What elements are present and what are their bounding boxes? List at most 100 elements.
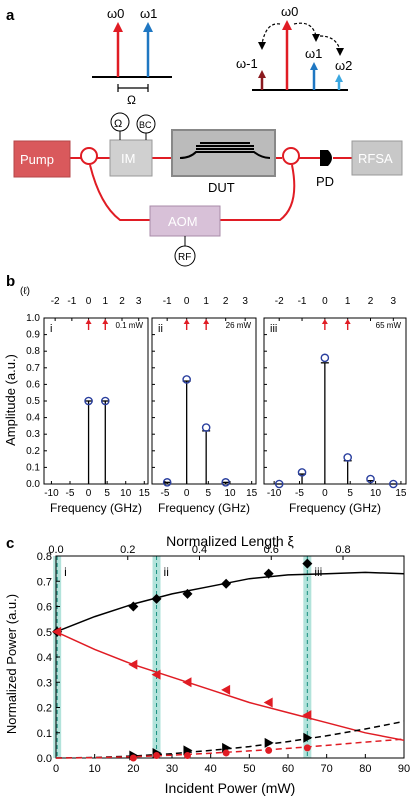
c-ytick-label: 0.8 (37, 551, 52, 563)
panel-c-ylabel: Normalized Power (a.u.) (4, 594, 19, 734)
c-top-tick-label: 0.6 (264, 544, 279, 556)
b-xtick-label: -10 (267, 488, 282, 499)
c-xtick-label: 40 (205, 763, 217, 775)
panel-b: b (ℓ) Amplitude (a.u.) 0.00.10.20.30.40.… (3, 273, 407, 515)
c-point (303, 732, 313, 743)
c-point (303, 744, 311, 752)
c-fit-line (55, 738, 405, 759)
b-top-tick-label: 1 (345, 296, 351, 307)
b-measured-point (84, 396, 93, 406)
pd-block (320, 150, 332, 166)
b-top-tick-label: 1 (203, 296, 209, 307)
c-point (264, 737, 274, 748)
spacing-label: Ω (127, 93, 136, 107)
b-top-tick-label: 2 (119, 296, 125, 307)
c-fit-line (55, 631, 405, 742)
b-top-tick-label: 1 (103, 296, 109, 307)
c-point (129, 754, 137, 762)
c-point (265, 746, 273, 754)
c-xtick-label: 20 (127, 763, 139, 775)
b-roman-label: i (50, 323, 52, 335)
spectrum-left: ω0 ω1 Ω (92, 6, 172, 107)
rfsa-block (351, 140, 403, 176)
b-power-label: 0.1 mW (115, 321, 143, 330)
c-point (151, 669, 161, 680)
c-ytick-label: 0.6 (37, 602, 52, 614)
b-power-label: 65 mW (376, 321, 402, 330)
dut-waveguide (179, 142, 271, 159)
c-point (302, 710, 312, 721)
panel-c-label: c (6, 535, 14, 552)
b-pump-arrowhead (203, 319, 210, 324)
b-xlabel: Frequency (GHz) (50, 501, 142, 515)
b-measured-point (366, 474, 375, 484)
b-xtick-label: 10 (224, 488, 236, 499)
b-ytick-label: 0.4 (26, 413, 40, 424)
b-ytick-label: 0.0 (26, 479, 40, 490)
c-marker-label: i (64, 565, 67, 579)
c-point (302, 558, 313, 569)
ell-label: (ℓ) (20, 286, 30, 297)
b-top-tick-label: 3 (242, 296, 248, 307)
c-point (128, 659, 138, 670)
b-xtick-label: -5 (66, 488, 75, 499)
b-top-tick-label: 0 (184, 296, 190, 307)
panel-a-label: a (6, 7, 15, 24)
b-frame (263, 317, 407, 485)
c-frame (55, 555, 405, 759)
im-block (109, 139, 153, 177)
b-top-tick-label: -1 (67, 296, 76, 307)
pump-block (13, 140, 71, 178)
b-top-tick-label: 2 (368, 296, 374, 307)
omega-source (110, 112, 130, 132)
b-top-tick-label: 3 (136, 296, 142, 307)
c-point (222, 749, 230, 757)
b-xlabel: Frequency (GHz) (289, 501, 381, 515)
panel-b-ylabel: Amplitude (a.u.) (3, 354, 18, 446)
c-marker-label: iii (314, 565, 322, 579)
c-xtick-label: 70 (321, 763, 333, 775)
b-top-tick-label: 0 (322, 296, 328, 307)
b-measured-point (274, 479, 284, 489)
c-xtick-label: 80 (359, 763, 371, 775)
c-xtick-label: 90 (398, 763, 410, 775)
b-top-tick-label: 2 (223, 296, 229, 307)
b-measured-point (182, 375, 191, 384)
b-xtick-label: 5 (206, 488, 212, 499)
c-point (128, 601, 139, 612)
b-xtick-label: 10 (120, 488, 132, 499)
b-top-tick-label: 3 (391, 296, 397, 307)
b-pump-arrowhead (321, 319, 328, 324)
b-ytick-label: 0.7 (26, 363, 40, 374)
b-xtick-label: 15 (139, 488, 151, 499)
c-xtick-label: 60 (282, 763, 294, 775)
c-point (182, 588, 193, 599)
c-xtick-label: 30 (166, 763, 178, 775)
pd-label: PD (316, 174, 334, 189)
c-point (182, 677, 192, 688)
b-xtick-label: 0 (86, 488, 92, 499)
b-measured-point (221, 478, 230, 487)
b-measured-point (320, 353, 330, 363)
rfsa-label: RFSA (358, 151, 393, 166)
rf-source-label: RF (178, 252, 191, 263)
c-top-tick-label: 0.4 (192, 544, 207, 556)
c-xtick-label: 50 (243, 763, 255, 775)
setup-diagram: Pump IM Ω BC DUT PD RFSA AOM RF (13, 112, 403, 267)
c-fit-line (55, 571, 405, 633)
panel-b-yticks: 0.0 0.1 0.2 0.3 0.4 0.5 0.6 0.7 0.8 0.9 1.0 (26, 313, 40, 490)
panel-c: c Normalized Length ξ Normalized Power (… (4, 534, 410, 796)
panel-c-plot: 0 10 20 30 40 50 60 70 80 90 0.0 0.1 0.2 0.3 0.4 0.5 0.6… (37, 544, 410, 775)
c-xtick-label: 0 (53, 763, 59, 775)
b-top-tick-label: -2 (51, 296, 60, 307)
rf-source (174, 245, 196, 267)
c-ytick-label: 0.7 (37, 576, 52, 588)
b-xtick-label: 15 (395, 488, 407, 499)
panel-c-xlabel: Incident Power (mW) (165, 780, 296, 796)
c-marker-label: ii (164, 565, 169, 579)
b-measured-point (162, 478, 172, 487)
c-point (52, 626, 62, 637)
c-top-tick-label: 0.8 (335, 544, 350, 556)
b-ytick-label: 1.0 (26, 313, 40, 324)
b-xtick-label: 5 (104, 488, 110, 499)
